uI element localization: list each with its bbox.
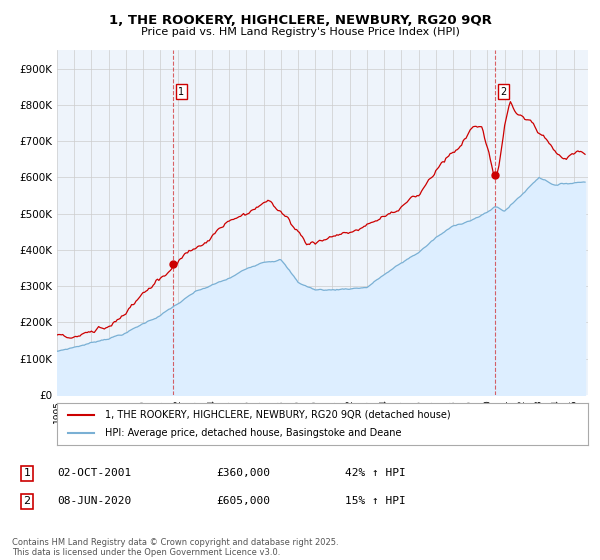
- Text: 2: 2: [500, 87, 506, 97]
- Text: 08-JUN-2020: 08-JUN-2020: [57, 496, 131, 506]
- Text: Contains HM Land Registry data © Crown copyright and database right 2025.
This d: Contains HM Land Registry data © Crown c…: [12, 538, 338, 557]
- Text: 1, THE ROOKERY, HIGHCLERE, NEWBURY, RG20 9QR (detached house): 1, THE ROOKERY, HIGHCLERE, NEWBURY, RG20…: [105, 410, 451, 420]
- Text: £605,000: £605,000: [216, 496, 270, 506]
- Text: 15% ↑ HPI: 15% ↑ HPI: [345, 496, 406, 506]
- Text: Price paid vs. HM Land Registry's House Price Index (HPI): Price paid vs. HM Land Registry's House …: [140, 27, 460, 37]
- Text: 2: 2: [23, 496, 31, 506]
- Text: 1, THE ROOKERY, HIGHCLERE, NEWBURY, RG20 9QR: 1, THE ROOKERY, HIGHCLERE, NEWBURY, RG20…: [109, 14, 491, 27]
- Text: 02-OCT-2001: 02-OCT-2001: [57, 468, 131, 478]
- Text: HPI: Average price, detached house, Basingstoke and Deane: HPI: Average price, detached house, Basi…: [105, 428, 401, 438]
- Text: 1: 1: [23, 468, 31, 478]
- Text: 42% ↑ HPI: 42% ↑ HPI: [345, 468, 406, 478]
- Text: 1: 1: [178, 87, 185, 97]
- Text: £360,000: £360,000: [216, 468, 270, 478]
